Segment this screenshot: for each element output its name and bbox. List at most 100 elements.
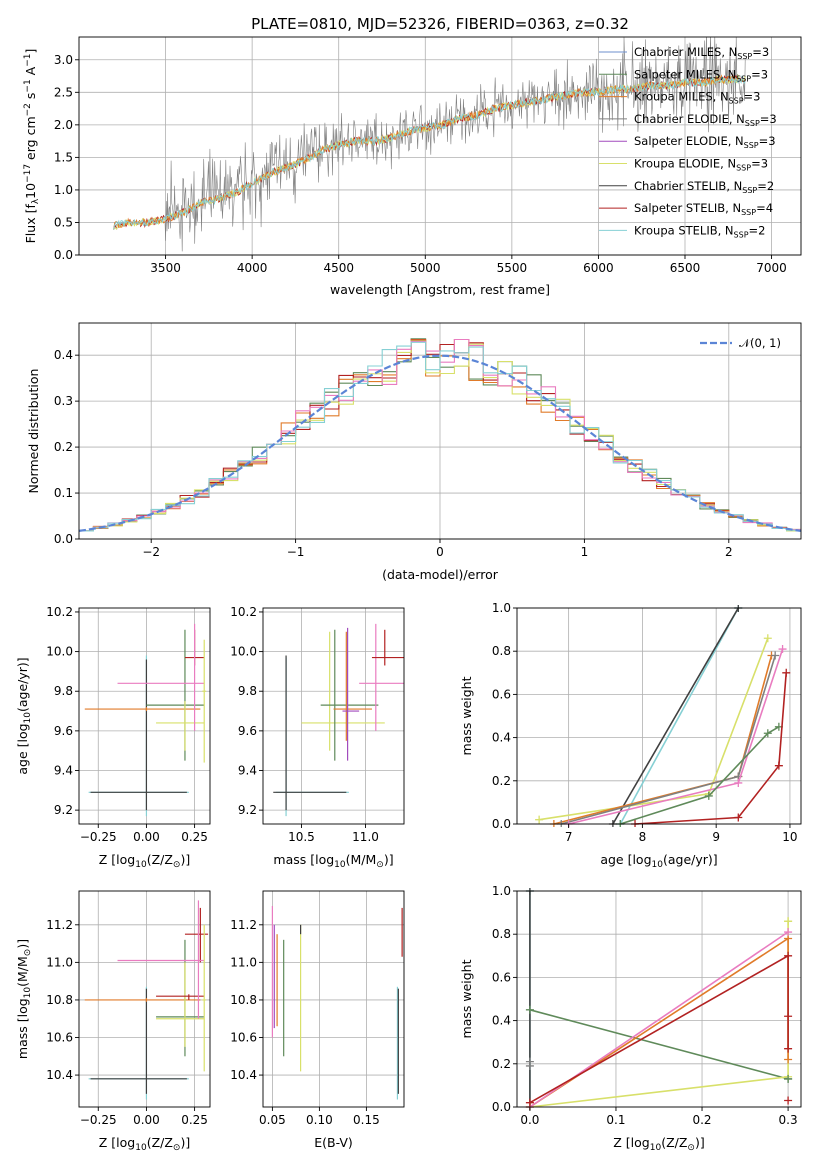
legend-entry: Chabrier STELIB, NSSP=2 [634,179,774,195]
y-tick-label: 9.4 [238,763,257,777]
x-tick-label: 10.5 [288,830,315,844]
x-tick-label: 0 [436,545,444,559]
x-tick-label: 4000 [237,261,268,275]
spectrum-legend: Chabrier MILES, NSSP=3 Salpeter MILES, NS… [599,45,777,239]
model-spectrum [113,75,746,230]
weight-marker [784,951,793,960]
data-marks [525,888,793,1110]
ylabel-sup: −1 [23,54,33,67]
normal-curve [78,354,802,532]
y-tick-label: 2.0 [54,118,73,132]
y-tick-label: 3.0 [54,53,73,67]
x-tick-label: 7 [565,830,573,844]
y-tick-label: 0.1 [54,486,73,500]
spectrum-ticks: 3500 4000 4500 5000 5500 6000 6500 7000 0.0 0.5 1.… [54,53,787,275]
mass-vs-ebv-panel: 0.05 0.10 0.15 10.4 10.6 10.8 11.0 11.2 E(B-V) [230,890,405,1150]
panel-frame [516,607,802,825]
weight-marker [784,1044,793,1053]
y-tick-label: 10.6 [230,1031,257,1045]
y-tick-label: 10.2 [230,605,257,619]
y-tick-label: 9.2 [238,803,257,817]
x-tick-label: 7000 [756,261,787,275]
weight-marker [784,1055,793,1064]
y-tick-label: 11.0 [46,955,73,969]
x-tick-label: −0.25 [80,830,117,844]
weight-marker [525,1098,534,1107]
weight-marker [782,668,791,677]
x-tick-label: 6500 [670,261,701,275]
data-marks [273,623,404,817]
y-tick-label: 10.8 [46,993,73,1007]
x-tick-label: 1 [581,545,589,559]
x-tick-label: 0.25 [181,830,208,844]
weight-line [620,726,780,825]
y-tick-label: 9.8 [238,684,257,698]
data-marks [84,900,209,1100]
y-axis-label: age [log10(age/yr)] [15,657,33,774]
x-tick-label: 5000 [410,261,441,275]
weight-line [619,607,740,825]
x-tick-label: 0.00 [133,830,160,844]
weight-marker [525,1061,534,1070]
x-tick-label: −0.25 [80,1113,117,1127]
y-tick-label: 0.0 [54,248,73,262]
x-tick-label: 3500 [150,261,181,275]
weight-marker [763,634,772,643]
weight-marker [525,1005,534,1014]
x-tick-label: 10 [782,830,797,844]
y-tick-label: 9.6 [238,724,257,738]
x-tick-label: 6000 [583,261,614,275]
ylabel-part: A [23,66,38,79]
x-tick-label: 5500 [497,261,528,275]
y-tick-label: 11.0 [230,955,257,969]
x-tick-label: 0.10 [306,1113,333,1127]
weight-marker [784,928,793,937]
data-marks [271,906,403,1100]
legend-entry: Chabrier MILES, NSSP=3 [634,45,769,61]
y-tick-label: 0.0 [492,817,511,831]
y-tick-label: 2.5 [54,85,73,99]
y-tick-label: 9.2 [54,803,73,817]
weight-marker [778,645,787,654]
age-vs-mass-panel: 10.5 11.0 9.2 9.4 9.6 9.8 10.0 10.2 mass [log10(… [230,605,405,870]
y-tick-label: 1.0 [492,884,511,898]
weight-line [529,1009,789,1080]
x-tick-label: 11.0 [352,830,379,844]
legend-entry: Kroupa ELODIE, NSSP=3 [634,157,768,173]
x-axis-label: E(B-V) [314,1135,353,1150]
y-tick-label: 0.8 [492,927,511,941]
weight-marker [535,815,544,824]
weight-marker [734,813,743,822]
x-tick-label: 2 [725,545,733,559]
x-tick-label: 4500 [323,261,354,275]
weight-vs-age-panel: 7 8 9 10 0.0 0.2 0.4 0.6 0.8 1.0 age [log10(age/yr… [459,601,802,870]
y-tick-label: 0.3 [54,394,73,408]
x-tick-label: 0.05 [259,1113,286,1127]
weight-marker [763,729,772,738]
y-tick-label: 0.6 [492,687,511,701]
age-vs-Z-panel: −0.25 0.00 0.25 9.2 9.4 9.6 9.8 10.0 10.2 Z [log1… [15,605,211,870]
y-tick-label: 0.4 [492,731,511,745]
x-tick-label: 0.3 [779,1113,798,1127]
histogram-xlabel: (data-model)/error [382,567,499,582]
y-axis-label: mass [log10(M/M⊙)] [15,939,33,1059]
x-tick-label: 0.2 [692,1113,711,1127]
panel-frame [78,890,211,1108]
y-tick-label: 0.8 [492,644,511,658]
ylabel-part: Flux [f [23,204,38,244]
ylabel-part: 10 [23,183,38,199]
histogram-panel: −2 −1 0 1 2 0.0 0.1 0.2 0.3 0.4 (data-model)/erro… [26,322,802,582]
x-tick-label: 8 [639,830,647,844]
x-tick-label: 0.0 [520,1113,539,1127]
y-tick-label: 9.6 [54,724,73,738]
y-tick-label: 10.0 [46,645,73,659]
ylabel-part: erg cm [23,116,38,164]
x-tick-label: 9 [712,830,720,844]
y-tick-label: 0.0 [492,1100,511,1114]
legend-entry: Kroupa STELIB, NSSP=2 [634,223,765,239]
y-tick-label: 1.0 [492,601,511,615]
weight-line [561,655,776,825]
y-tick-label: 9.8 [54,684,73,698]
weight-line [529,921,789,1108]
